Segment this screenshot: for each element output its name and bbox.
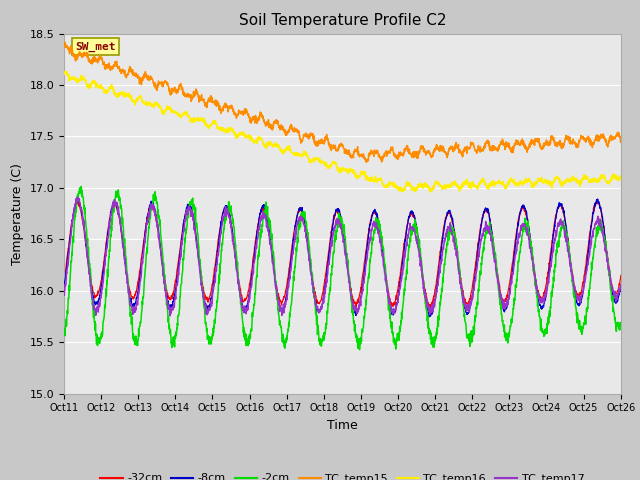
Y-axis label: Temperature (C): Temperature (C)	[11, 163, 24, 264]
Legend: -32cm, -8cm, -2cm, TC_temp15, TC_temp16, TC_temp17: -32cm, -8cm, -2cm, TC_temp15, TC_temp16,…	[96, 469, 589, 480]
X-axis label: Time: Time	[327, 419, 358, 432]
Text: SW_met: SW_met	[75, 42, 116, 52]
Title: Soil Temperature Profile C2: Soil Temperature Profile C2	[239, 13, 446, 28]
